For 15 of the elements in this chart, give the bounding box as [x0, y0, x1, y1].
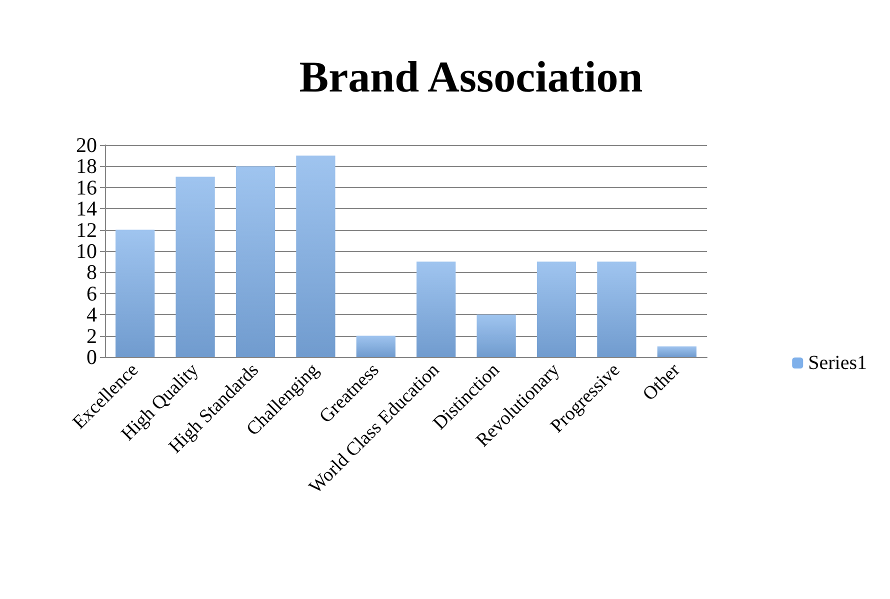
- bar: [476, 314, 516, 357]
- bar: [657, 346, 696, 357]
- y-tick-label: 10: [76, 239, 97, 263]
- bar: [116, 230, 155, 357]
- bar: [597, 262, 636, 357]
- bar: [356, 336, 396, 357]
- legend-label: Series1: [808, 352, 868, 374]
- bar: [296, 156, 336, 357]
- y-tick-label: 20: [76, 133, 97, 157]
- bar: [536, 262, 576, 357]
- y-tick-label: 0: [86, 345, 97, 369]
- chart-title: Brand Association: [299, 52, 643, 102]
- bar: [176, 176, 215, 357]
- bar: [236, 166, 276, 357]
- bar: [416, 262, 456, 357]
